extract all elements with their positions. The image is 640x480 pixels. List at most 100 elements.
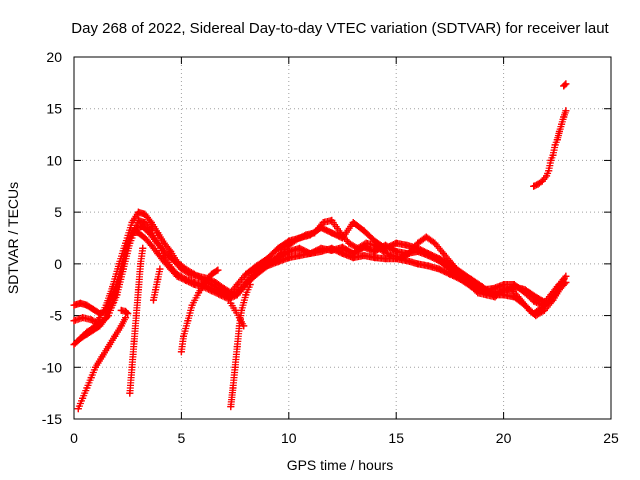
data-point xyxy=(439,250,447,258)
data-point xyxy=(392,239,400,247)
data-point xyxy=(549,151,557,159)
data-point xyxy=(91,363,99,371)
data-point xyxy=(132,312,140,320)
data-point xyxy=(89,324,97,332)
data-point xyxy=(115,270,123,278)
data-point xyxy=(231,306,239,314)
data-point xyxy=(296,244,304,252)
data-point xyxy=(328,229,336,237)
data-point xyxy=(457,275,465,283)
data-point xyxy=(128,227,136,235)
data-point xyxy=(70,341,78,349)
y-tick-label: -15 xyxy=(42,411,62,427)
data-point xyxy=(253,262,261,270)
data-point xyxy=(545,167,553,175)
series-blip-1 xyxy=(117,306,132,318)
data-point xyxy=(160,258,168,266)
data-point xyxy=(70,317,78,325)
data-point xyxy=(207,281,215,289)
data-point xyxy=(134,229,142,237)
data-point xyxy=(296,234,304,242)
y-tick-label: -5 xyxy=(50,308,63,324)
data-point xyxy=(79,314,87,322)
y-tick-label: 5 xyxy=(54,204,62,220)
data-point xyxy=(149,296,157,304)
data-point xyxy=(96,310,104,318)
series-marks xyxy=(150,265,164,304)
series-track-4 xyxy=(70,227,568,318)
data-point xyxy=(83,328,91,336)
series-descent-3 xyxy=(149,265,164,304)
data-point xyxy=(182,276,190,284)
data-point xyxy=(263,255,271,263)
data-point xyxy=(214,266,222,274)
data-point xyxy=(360,252,368,260)
data-point xyxy=(422,233,430,241)
data-point xyxy=(167,265,175,273)
data-point xyxy=(235,314,243,322)
data-point xyxy=(141,234,149,242)
x-tick-label: 10 xyxy=(281,430,297,446)
data-point xyxy=(111,332,119,340)
data-point xyxy=(521,286,529,294)
data-point xyxy=(306,231,314,239)
data-point xyxy=(104,343,112,351)
data-point xyxy=(405,250,413,258)
series-late-rise xyxy=(530,107,570,190)
data-point xyxy=(173,272,181,280)
data-point xyxy=(543,172,551,180)
series-descent-6 xyxy=(227,299,248,330)
data-point xyxy=(381,244,389,252)
y-tick-label: 15 xyxy=(46,101,62,117)
x-tick-label: 5 xyxy=(178,430,186,446)
data-point xyxy=(306,250,314,258)
data-point xyxy=(122,244,130,252)
data-point xyxy=(317,247,325,255)
data-point xyxy=(233,291,241,299)
data-point xyxy=(70,301,78,309)
data-point xyxy=(182,265,190,273)
data-point xyxy=(530,297,538,305)
data-point xyxy=(147,241,155,249)
series-descent-2 xyxy=(126,244,147,397)
data-point xyxy=(76,299,84,307)
data-point xyxy=(319,218,327,226)
x-tick-label: 20 xyxy=(496,430,512,446)
data-point xyxy=(89,305,97,313)
data-point xyxy=(201,278,209,286)
series-marks xyxy=(76,216,570,342)
data-point xyxy=(285,254,293,262)
data-point xyxy=(229,384,237,392)
data-point xyxy=(263,262,271,270)
data-point xyxy=(328,244,336,252)
data-point xyxy=(543,299,551,307)
data-point xyxy=(328,216,336,224)
data-point xyxy=(521,301,529,309)
data-point xyxy=(446,260,454,268)
data-point xyxy=(562,80,570,88)
data-point xyxy=(246,281,254,289)
data-point xyxy=(478,287,486,295)
chart-title: Day 268 of 2022, Sidereal Day-to-day VTE… xyxy=(71,20,609,37)
y-tick-label: 10 xyxy=(46,152,62,168)
data-point xyxy=(156,265,164,273)
y-axis-label: SDTVAR / TECUs xyxy=(5,182,21,294)
x-tick-label: 0 xyxy=(70,430,78,446)
data-point xyxy=(122,314,130,322)
data-point xyxy=(76,334,84,342)
data-point xyxy=(403,257,411,265)
data-point xyxy=(467,283,475,291)
data-point xyxy=(489,289,497,297)
data-point xyxy=(134,208,142,216)
data-point xyxy=(238,306,246,314)
data-point xyxy=(534,180,542,188)
data-point xyxy=(124,310,132,318)
data-point xyxy=(558,120,566,128)
data-point xyxy=(154,275,162,283)
data-point xyxy=(184,317,192,325)
data-point xyxy=(530,310,538,318)
data-point xyxy=(381,255,389,263)
data-point xyxy=(431,239,439,247)
data-point xyxy=(510,293,518,301)
